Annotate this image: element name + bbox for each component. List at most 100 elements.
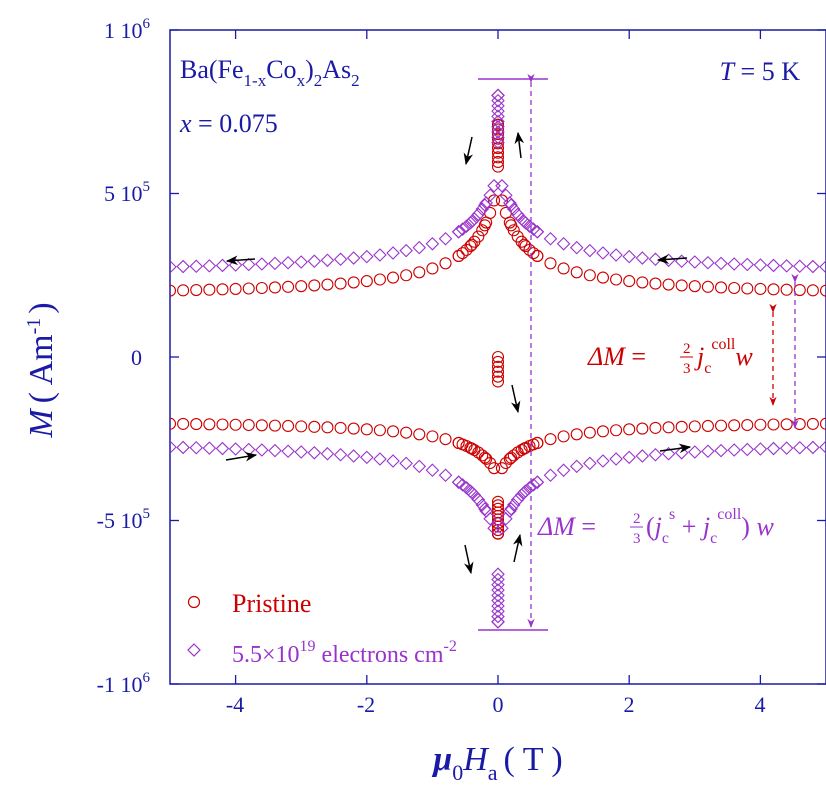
point-s0-b1-17 — [386, 425, 400, 438]
spike-s1-b1-8 — [491, 609, 505, 624]
point-s1-b1-50 — [819, 440, 826, 454]
virgin-point-1 — [491, 355, 505, 368]
point-s0-b0-45 — [754, 282, 767, 295]
point-s0-b1-34 — [610, 424, 623, 437]
spike-s1-b1-1 — [491, 572, 505, 587]
point-s0-b1-36 — [636, 422, 649, 435]
point-s0-b1-46 — [767, 418, 780, 431]
point-s0-b1-3 — [203, 418, 216, 431]
point-s0-b0-8 — [268, 281, 282, 294]
point-s1-b0-7 — [255, 257, 269, 271]
composition-label: x = 0.075 — [179, 109, 278, 138]
point-s0-b0-13 — [334, 277, 347, 290]
point-s0-b0-34 — [610, 273, 623, 286]
point-s1-b1-24 — [478, 502, 492, 516]
legend-marker-irradiated — [187, 643, 201, 657]
legend: Pristine 5.5×1019 electrons cm-2 — [187, 589, 457, 668]
spike-s0-b1-8 — [491, 523, 505, 537]
point-s1-b1-9 — [281, 444, 295, 459]
point-s0-b1-41 — [701, 419, 714, 433]
point-s0-b1-40 — [688, 420, 701, 433]
spike-s1-b1-4 — [491, 588, 505, 603]
point-s1-b0-29 — [543, 231, 558, 246]
point-s1-b1-51 — [451, 475, 466, 489]
spike-s1-b1-7 — [491, 604, 505, 619]
point-s1-b1-65 — [506, 498, 521, 512]
spike-s1-b1-2 — [491, 578, 505, 592]
point-s0-b1-42 — [714, 419, 728, 432]
point-s0-b1-0 — [170, 417, 177, 430]
point-s1-b0-52 — [455, 222, 470, 236]
point-s0-b1-39 — [675, 420, 688, 433]
point-s1-b0-51 — [451, 225, 466, 239]
point-s0-b0-36 — [636, 276, 649, 289]
point-s1-b1-67 — [514, 488, 529, 502]
point-s1-b1-1 — [176, 440, 190, 455]
point-s0-b1-63 — [499, 456, 512, 470]
point-s1-b1-10 — [294, 445, 308, 459]
point-s0-b1-29 — [544, 433, 557, 446]
point-s0-b0-65 — [507, 224, 520, 237]
y-tick-label-0: 0 — [131, 345, 142, 370]
spike-s1-b0-1 — [491, 130, 505, 145]
x-tick-label-4: 4 — [755, 692, 766, 717]
point-s0-b0-2 — [190, 283, 203, 297]
point-s1-b1-48 — [792, 441, 807, 455]
spike-s1-b0-9 — [491, 88, 505, 103]
point-s0-b1-32 — [583, 426, 596, 439]
point-s0-b1-21 — [439, 433, 452, 446]
point-s1-b0-57 — [475, 202, 490, 216]
point-s0-b1-9 — [282, 419, 295, 433]
delta-m-coll-frac-num: 2 — [683, 341, 691, 357]
spike-s1-b1-6 — [491, 599, 505, 613]
legend-label-irradiated: 5.5×1019 electrons cm-2 — [232, 638, 457, 668]
y-tick-labels: 1 106 5 105 0 -5 105 -1 106 — [97, 16, 151, 697]
point-s1-b1-11 — [307, 446, 322, 460]
sweep-direction-arrows — [225, 131, 692, 575]
point-s1-b1-6 — [241, 442, 256, 457]
point-s0-b1-16 — [373, 424, 386, 437]
point-s1-b1-36 — [635, 449, 650, 463]
delta-m-total-frac-den: 3 — [633, 531, 641, 547]
point-s1-b1-49 — [806, 440, 820, 455]
material-label: Ba(Fe1-xCox)2As2 — [180, 55, 360, 90]
point-s1-b0-16 — [373, 248, 387, 262]
delta-m-total-annotation: ΔM = — [537, 512, 596, 541]
point-s1-b0-11 — [307, 254, 322, 268]
point-s0-b1-45 — [754, 418, 767, 431]
point-s0-b1-35 — [623, 423, 636, 436]
point-s1-b0-9 — [281, 255, 295, 270]
point-s0-b0-57 — [476, 224, 489, 237]
point-s1-b1-20 — [425, 463, 440, 477]
point-s0-b0-29 — [544, 257, 557, 270]
spike-s0-b0-8 — [491, 123, 505, 136]
point-s1-b1-46 — [766, 441, 781, 456]
arrow-upper-right — [656, 254, 688, 265]
point-s0-b1-50 — [819, 417, 826, 430]
point-s1-b1-52 — [455, 478, 470, 492]
point-s0-b1-20 — [426, 430, 439, 443]
point-s1-b1-3 — [202, 441, 217, 455]
point-s1-b1-35 — [622, 450, 636, 465]
point-s0-b1-58 — [480, 452, 493, 465]
spike-s0-b0-2 — [491, 151, 505, 164]
point-s1-b1-4 — [215, 441, 230, 456]
point-s0-b0-21 — [439, 257, 452, 270]
point-s0-b0-35 — [623, 275, 636, 288]
point-s0-b0-15 — [360, 275, 373, 288]
point-s1-b1-15 — [360, 450, 374, 465]
point-s0-b1-38 — [662, 421, 675, 434]
point-s0-b0-18 — [400, 269, 413, 282]
point-s0-b0-39 — [675, 279, 688, 292]
point-s0-b1-8 — [268, 419, 282, 432]
point-s1-b1-40 — [688, 445, 702, 459]
point-s1-b0-54 — [463, 216, 478, 230]
point-s0-b1-37 — [649, 421, 662, 434]
point-s0-b0-46 — [767, 283, 780, 296]
point-s1-b0-2 — [189, 259, 204, 273]
point-s1-b0-33 — [596, 246, 610, 260]
point-s0-b1-7 — [255, 419, 268, 432]
point-s1-b0-45 — [753, 258, 768, 272]
spike-s0-b0-0 — [491, 160, 505, 173]
point-s1-b1-44 — [740, 442, 755, 457]
